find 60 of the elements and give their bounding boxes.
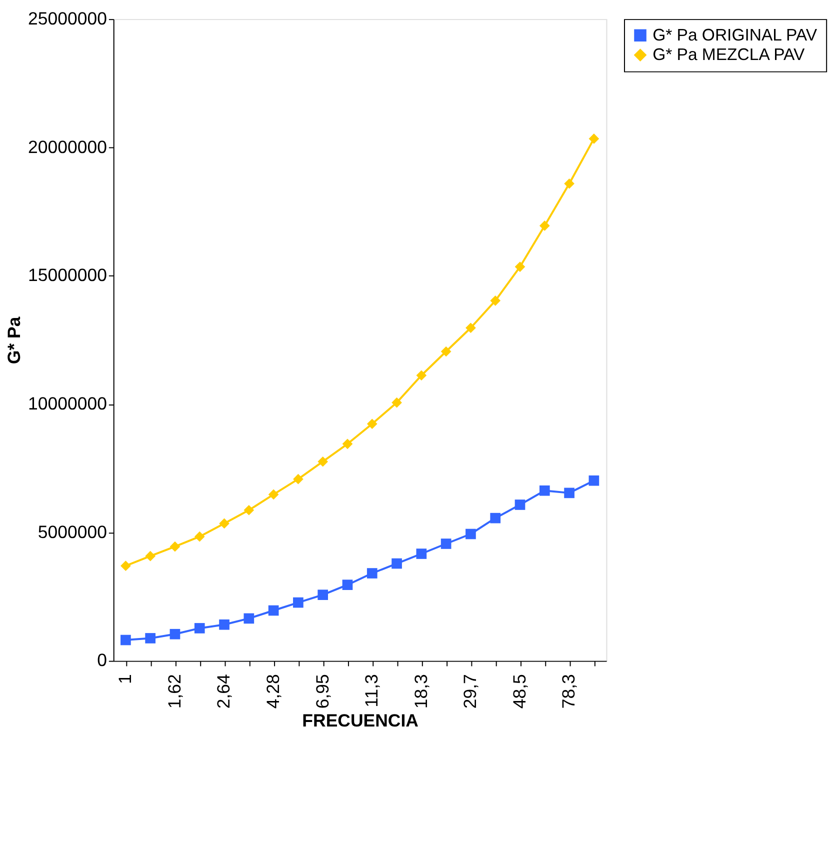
- point: [268, 605, 279, 616]
- x-tick-label: 1: [115, 674, 136, 684]
- point: [293, 597, 304, 608]
- point: [145, 633, 156, 644]
- point: [120, 634, 131, 646]
- point: [392, 558, 402, 569]
- y-tick-label: 0: [97, 650, 108, 670]
- point: [588, 134, 600, 144]
- x-tick-label: 11,3: [362, 674, 382, 708]
- point: [564, 488, 574, 498]
- x-axis-title: FRECUENCIA: [302, 710, 419, 730]
- y-axis-title: G* Pa: [4, 316, 24, 364]
- point: [194, 531, 205, 542]
- x-tick-label: 48,5: [509, 674, 530, 709]
- y-tick-label: 20000000: [28, 136, 108, 157]
- point: [588, 475, 600, 486]
- point: [392, 397, 402, 408]
- point: [342, 580, 353, 590]
- point: [318, 456, 328, 467]
- y-tick-label: 15000000: [28, 265, 108, 286]
- point: [466, 528, 476, 540]
- point: [170, 628, 180, 640]
- point: [490, 512, 501, 524]
- x-tick-label: 6,95: [312, 674, 332, 709]
- point: [366, 418, 378, 430]
- point: [145, 550, 156, 562]
- point: [219, 619, 230, 630]
- y-tick-label: 10000000: [28, 394, 108, 414]
- point: [194, 623, 205, 634]
- x-tick-label: 18,3: [410, 674, 431, 709]
- y-tick-label: 25000000: [28, 8, 108, 28]
- point: [170, 541, 180, 552]
- legend-label: G* Pa ORIGINAL PAV: [652, 25, 818, 44]
- point: [342, 438, 353, 450]
- point: [440, 346, 452, 357]
- point: [564, 178, 574, 189]
- x-tick-label: 1,62: [164, 674, 184, 709]
- point: [416, 548, 427, 559]
- point: [244, 504, 254, 516]
- point: [318, 590, 328, 600]
- point: [120, 560, 131, 572]
- point: [244, 613, 254, 624]
- point: [366, 568, 378, 578]
- point: [514, 500, 526, 510]
- point: [416, 370, 427, 381]
- point: [440, 538, 452, 549]
- point: [514, 262, 526, 272]
- point: [466, 322, 476, 334]
- point: [268, 489, 279, 500]
- point: [293, 474, 304, 484]
- point: [539, 220, 550, 231]
- point: [219, 518, 230, 529]
- x-tick-label: 2,64: [214, 674, 234, 709]
- y-tick-label: 5000000: [38, 522, 108, 542]
- legend-label: G* Pa MEZCLA PAV: [652, 44, 806, 64]
- point: [539, 485, 550, 496]
- x-tick-label: 78,3: [558, 674, 579, 709]
- x-tick-label: 29,7: [460, 674, 480, 709]
- x-tick-label: 4,28: [262, 674, 283, 709]
- point: [490, 295, 501, 306]
